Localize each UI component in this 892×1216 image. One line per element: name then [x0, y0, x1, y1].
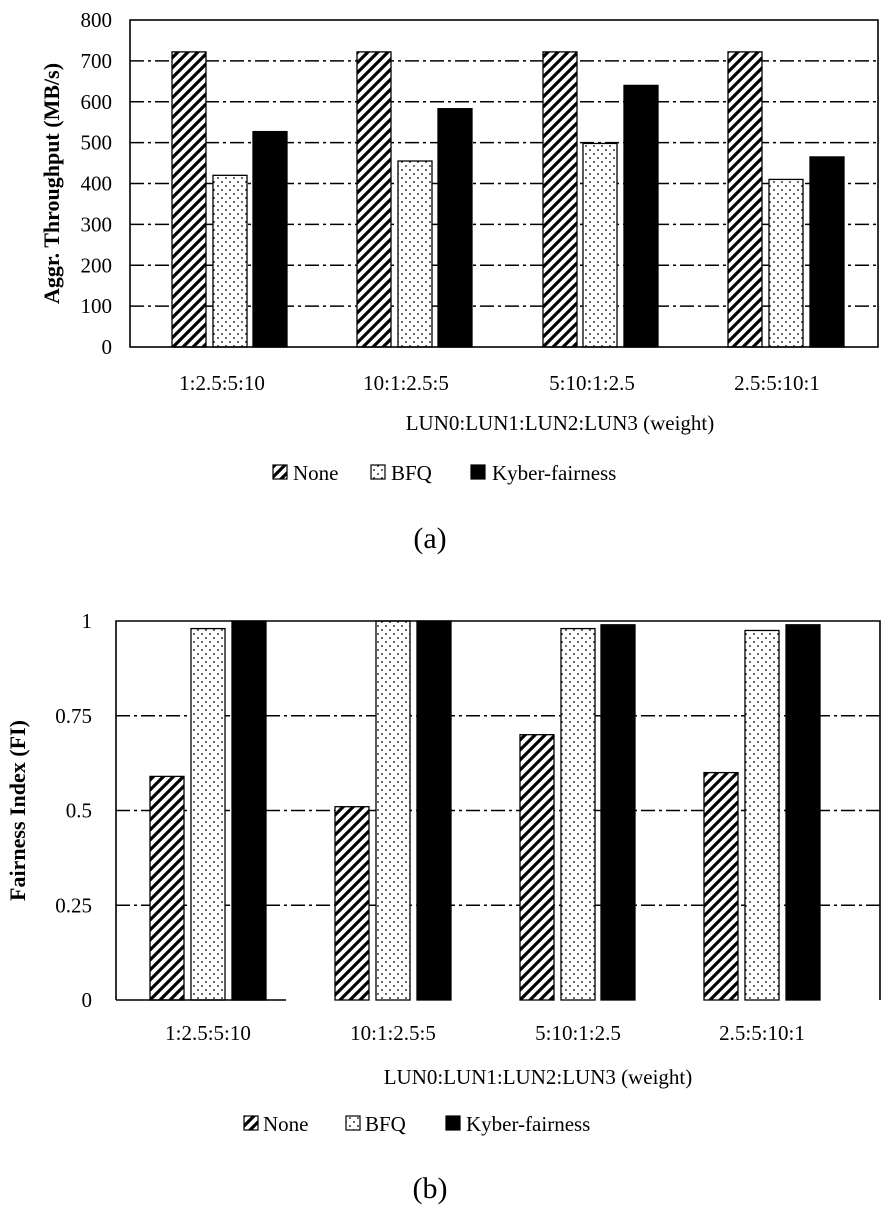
bar-none-2	[356, 51, 392, 348]
legend-label-none: None	[293, 461, 339, 485]
x-tick-labels: 1:2.5:5:10 10:1:2.5:5 5:10:1:2.5 2.5:5:10:1	[179, 371, 820, 395]
bar-bfq-3	[582, 142, 618, 348]
legend-swatch-kyber-fairness	[470, 464, 486, 480]
x-tick-label: 1:2.5:5:10	[165, 1021, 251, 1045]
x-tick-label: 10:1:2.5:5	[363, 371, 449, 395]
y-tick-label: 500	[81, 131, 113, 155]
bar-bfq-1	[190, 627, 226, 1001]
legend-swatch-none	[243, 1115, 259, 1131]
bar-none-3	[519, 734, 555, 1001]
legend-label-kyber-fairness: Kyber-fairness	[492, 461, 616, 485]
y-tick-label: 0.75	[55, 704, 92, 728]
bar-none-1	[171, 51, 207, 348]
bar-kyber-fairness-3	[623, 84, 659, 348]
bars	[149, 620, 821, 1001]
y-tick-label: 200	[81, 253, 113, 277]
panel-label: (b)	[413, 1172, 448, 1205]
chart-b: 0 0.25 0.5 0.75 1 1:2.5:5:10 10:1:2.5:5 5:10:1…	[5, 609, 881, 1205]
y-tick-label: 300	[81, 212, 113, 236]
y-axis-label: Fairness Index (FI)	[5, 720, 30, 901]
x-tick-label: 2.5:5:10:1	[734, 371, 820, 395]
y-tick-label: 800	[81, 8, 113, 32]
x-tick-label: 5:10:1:2.5	[549, 371, 635, 395]
plot-frame	[115, 620, 881, 1000]
plot-frame	[129, 19, 879, 348]
axes	[129, 19, 879, 348]
x-tick-labels: 1:2.5:5:10 10:1:2.5:5 5:10:1:2.5 2.5:5:10:1	[165, 1021, 805, 1045]
legend-label-kyber-fairness: Kyber-fairness	[466, 1112, 590, 1136]
y-tick-label: 700	[81, 49, 113, 73]
bar-kyber-fairness-1	[252, 130, 288, 348]
bar-none-1	[149, 775, 185, 1001]
legend: None BFQ Kyber-fairness	[243, 1112, 590, 1136]
bar-none-4	[703, 771, 739, 1001]
legend-swatch-bfq	[345, 1115, 361, 1131]
chart-a: 0 100 200 300 400 500 600 700 800 1:2.5:5:10 10:1…	[39, 8, 879, 555]
legend-swatch-none	[272, 464, 288, 480]
y-tick-label: 400	[81, 172, 113, 196]
bar-none-3	[542, 51, 578, 348]
y-tick-label: 600	[81, 90, 113, 114]
y-tick-labels: 0 100 200 300 400 500 600 700 800	[81, 8, 113, 359]
y-tick-label: 1	[82, 609, 93, 633]
bar-none-4	[727, 51, 763, 348]
bar-bfq-1	[212, 174, 248, 348]
legend-label-none: None	[263, 1112, 309, 1136]
bar-kyber-fairness-4	[785, 624, 821, 1001]
x-axis-label: LUN0:LUN1:LUN2:LUN3 (weight)	[406, 411, 715, 435]
x-tick-label: 2.5:5:10:1	[719, 1021, 805, 1045]
y-tick-label: 0.5	[66, 799, 92, 823]
y-axis-label: Aggr. Throughput (MB/s)	[39, 63, 64, 304]
bars	[171, 51, 845, 348]
bar-none-2	[334, 806, 370, 1001]
bar-kyber-fairness-3	[600, 624, 636, 1001]
legend-label-bfq: BFQ	[391, 461, 432, 485]
bar-bfq-3	[560, 627, 596, 1001]
bar-bfq-4	[744, 629, 780, 1001]
bar-bfq-4	[768, 178, 804, 348]
y-tick-label: 0	[82, 988, 93, 1012]
bar-bfq-2	[397, 160, 433, 348]
x-tick-label: 1:2.5:5:10	[179, 371, 265, 395]
legend-swatch-kyber-fairness	[445, 1115, 461, 1131]
x-axis-label: LUN0:LUN1:LUN2:LUN3 (weight)	[384, 1065, 693, 1089]
axes	[115, 620, 881, 1001]
legend: None BFQ Kyber-fairness	[272, 461, 616, 485]
x-tick-label: 10:1:2.5:5	[350, 1021, 436, 1045]
bar-kyber-fairness-2	[416, 620, 452, 1001]
legend-label-bfq: BFQ	[365, 1112, 406, 1136]
bar-kyber-fairness-4	[809, 156, 845, 348]
legend-swatch-bfq	[370, 464, 386, 480]
y-tick-labels: 0 0.25 0.5 0.75 1	[55, 609, 92, 1012]
y-tick-label: 100	[81, 294, 113, 318]
bar-kyber-fairness-2	[437, 108, 473, 348]
bar-bfq-2	[375, 620, 411, 1001]
panel-label: (a)	[413, 522, 446, 555]
y-tick-label: 0.25	[55, 893, 92, 917]
x-tick-label: 5:10:1:2.5	[535, 1021, 621, 1045]
bar-kyber-fairness-1	[231, 620, 267, 1001]
y-tick-label: 0	[102, 335, 113, 359]
